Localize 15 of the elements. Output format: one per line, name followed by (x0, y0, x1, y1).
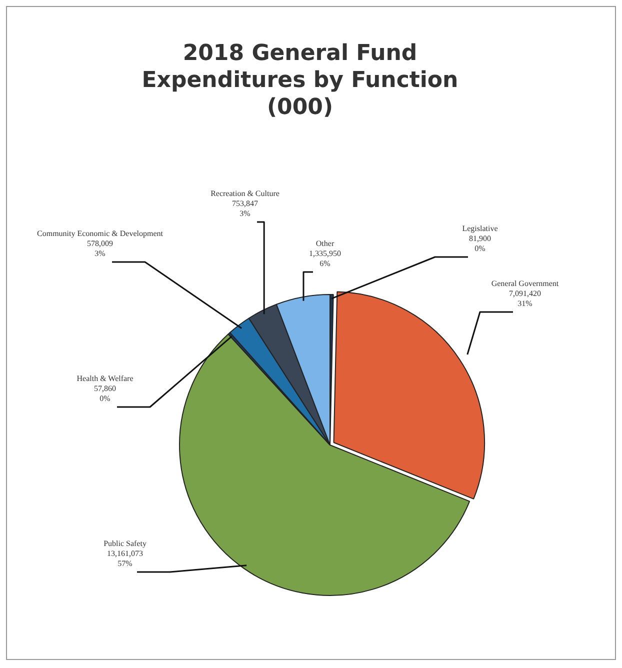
slice-label: General Government (491, 279, 560, 288)
data-label: 7,091,420 31% (509, 289, 541, 308)
slice-label: Community Economic & Development (37, 229, 164, 238)
data-label: 81,900 0% (469, 234, 491, 254)
slice-label: Legislative (462, 224, 498, 234)
data-label: 578,009 3% (87, 239, 113, 258)
data-label: 13,161,073 57% (107, 549, 143, 568)
data-label: 753,847 3% (232, 199, 258, 218)
data-label: 57,860 0% (94, 384, 116, 404)
slice-label: Other (316, 239, 334, 248)
slice-label: Public Safety (104, 539, 146, 548)
slice-label: Health & Welfare (76, 374, 134, 384)
data-label: 1,335,950 6% (309, 249, 341, 268)
chart-title: 2018 General Fund Expenditures by Function (000) (140, 40, 460, 121)
slice-label: Recreation & Culture (210, 189, 280, 198)
